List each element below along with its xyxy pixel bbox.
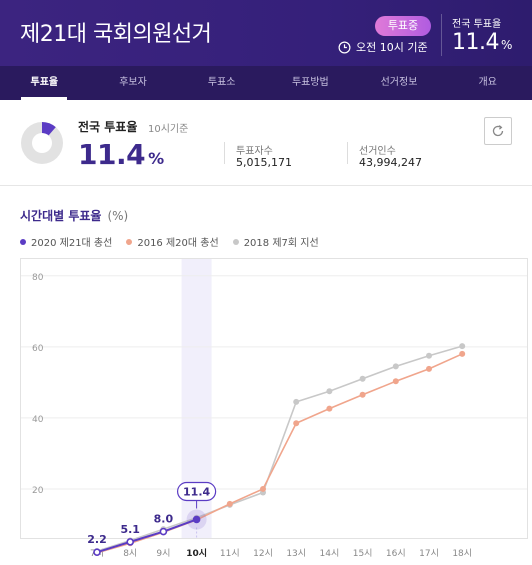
legend-item-2020: 2020 제21대 총선: [20, 234, 112, 249]
series-line-2020: [96, 518, 197, 554]
legend-label: 2018 제7회 지선: [243, 238, 319, 249]
summary-turnout-value: 11.4%: [78, 138, 164, 171]
x-tick-label: 8시: [123, 548, 137, 559]
series-point: [426, 365, 432, 372]
national-turnout-unit: %: [500, 38, 512, 52]
summary-turnout-unit: %: [148, 149, 164, 168]
voters-value: 5,015,171: [236, 156, 292, 169]
stat-divider: [224, 142, 225, 164]
tab-overview[interactable]: 개요: [478, 77, 497, 88]
tab-polling-stations[interactable]: 투표소: [207, 77, 236, 88]
chart-legend: 2020 제21대 총선 2016 제20대 총선 2018 제7회 지선: [20, 234, 319, 249]
clock-icon: [338, 41, 351, 53]
x-tick-label: 11시: [220, 548, 240, 559]
series-line-2018: [96, 345, 463, 552]
legend-label: 2016 제20대 총선: [137, 238, 219, 249]
series-point: [392, 363, 399, 370]
x-tick-label: 15시: [353, 548, 373, 559]
tab-election-info[interactable]: 선거정보: [380, 77, 418, 88]
reference-time-text: 오전 10시 기준: [356, 41, 428, 54]
national-turnout-label: 전국 투표율: [452, 19, 502, 30]
data-label: 11.4: [183, 485, 210, 498]
voters-label: 투표자수: [236, 146, 273, 157]
turnout-summary-card: 전국 투표율 10시기준 11.4% 투표자수 5,015,171 선거인수 4…: [0, 100, 532, 186]
x-tick-label: 10시: [186, 548, 207, 559]
tab-how-to-vote[interactable]: 투표방법: [291, 77, 329, 88]
legend-dot: [126, 238, 133, 245]
electorate-label: 선거인수: [359, 146, 396, 157]
refresh-icon: [492, 125, 504, 137]
nav-tabs: 투표율 후보자 투표소 투표방법 선거정보 개요: [0, 66, 532, 100]
chart-title-text: 시간대별 투표율: [20, 209, 102, 223]
header-divider: [441, 14, 442, 56]
tab-candidates[interactable]: 후보자: [119, 77, 147, 88]
series-point: [93, 548, 101, 556]
x-tick-label: 16시: [386, 548, 406, 559]
series-point: [260, 485, 266, 492]
summary-subtitle: 10시기준: [148, 124, 189, 135]
voting-status-badge: 투표중: [375, 16, 431, 36]
chart-title: 시간대별 투표율 (%): [20, 207, 128, 224]
x-tick-label: 18시: [452, 548, 472, 559]
x-tick-label: 14시: [320, 548, 340, 559]
x-tick-label: 12시: [253, 548, 273, 559]
y-tick-label: 20: [32, 486, 44, 496]
national-turnout-value: 11.4%: [452, 30, 512, 55]
current-value-callout: [177, 481, 217, 502]
chart-unit: (%): [107, 209, 129, 223]
series-point: [326, 405, 333, 412]
legend-item-2016: 2016 제20대 총선: [126, 234, 219, 249]
tab-turnout[interactable]: 투표율: [0, 66, 89, 100]
stat-divider: [347, 142, 348, 164]
series-point: [159, 527, 168, 536]
y-tick-label: 80: [32, 273, 44, 283]
plot-frame: [20, 258, 528, 539]
series-point: [359, 391, 366, 398]
series-point: [226, 500, 233, 507]
reference-time: 오전 10시 기준: [338, 39, 428, 55]
y-tick-label: 40: [32, 415, 44, 425]
series-point: [426, 352, 432, 359]
data-label: 8.0: [154, 513, 174, 526]
summary-turnout-number: 11.4: [78, 138, 146, 171]
page-title: 제21대 국회의원선거: [20, 22, 212, 47]
hourly-turnout-chart: 204060807시8시9시10시11시12시13시14시15시16시17시18…: [20, 258, 528, 559]
series-point: [293, 398, 300, 405]
national-turnout-number: 11.4: [452, 30, 499, 55]
legend-dot: [232, 238, 239, 245]
y-tick-label: 60: [32, 344, 44, 354]
legend-item-2018: 2018 제7회 지선: [232, 234, 319, 249]
series-point: [326, 388, 333, 395]
x-tick-label: 17시: [419, 548, 439, 559]
x-tick-label: 13시: [286, 548, 306, 559]
series-point: [293, 420, 300, 427]
refresh-button[interactable]: [484, 117, 512, 145]
legend-label: 2020 제21대 총선: [31, 238, 113, 249]
summary-title: 전국 투표율: [78, 120, 138, 134]
electorate-value: 43,994,247: [359, 156, 422, 169]
series-point: [359, 375, 366, 382]
data-label: 5.1: [120, 523, 140, 536]
series-point: [459, 350, 466, 357]
x-tick-label: 9시: [156, 548, 170, 559]
legend-dot: [20, 238, 26, 245]
series-point: [126, 538, 134, 546]
series-point: [392, 378, 399, 385]
app-header: 제21대 국회의원선거 투표중 오전 10시 기준 전국 투표율 11.4%: [0, 0, 532, 66]
current-point: [193, 515, 201, 523]
turnout-pie-chart: [21, 122, 63, 164]
series-point: [459, 343, 466, 350]
data-label: 2.2: [87, 533, 107, 546]
